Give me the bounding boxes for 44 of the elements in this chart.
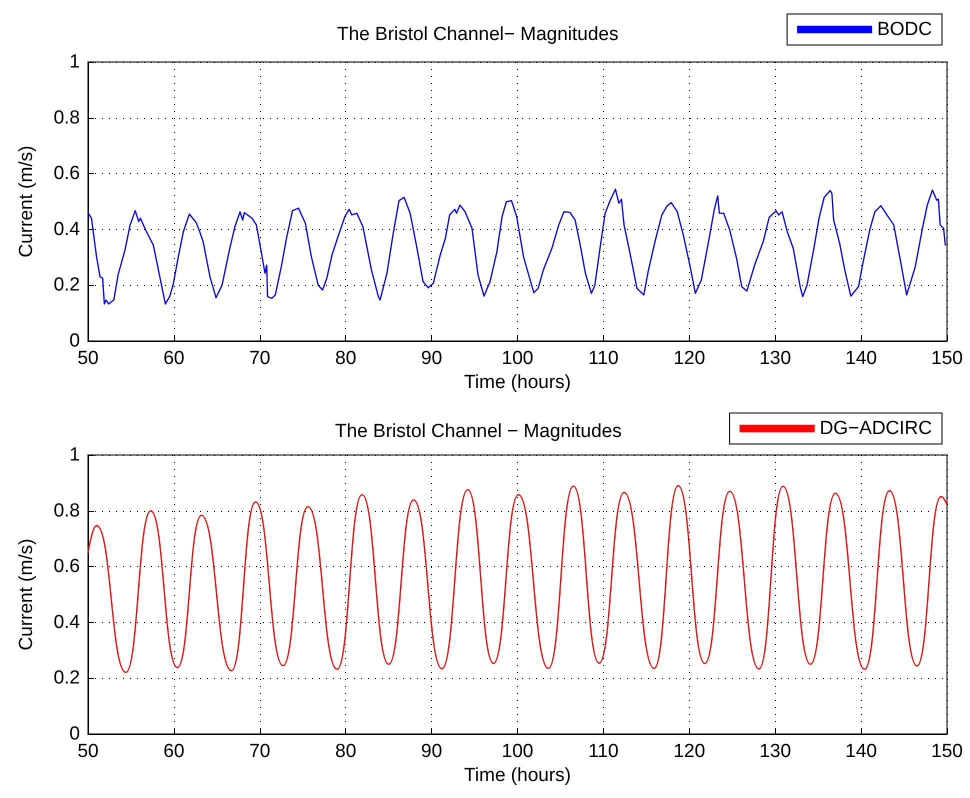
y-tick-label: 0.2 xyxy=(54,668,80,689)
y-tick-label: 1 xyxy=(69,444,80,466)
y-tick-label: 0 xyxy=(69,724,80,744)
x-tick-label: 60 xyxy=(163,348,184,369)
x-tick-label: 150 xyxy=(931,348,963,369)
line-series xyxy=(87,188,946,305)
x-tick-label: 110 xyxy=(588,741,619,762)
chart-title: The Bristol Channel − Magnitudes xyxy=(335,421,622,442)
line-series xyxy=(87,485,948,673)
x-tick-label: 80 xyxy=(335,741,356,762)
x-axis-title: Time (hours) xyxy=(464,764,571,786)
x-tick-label: 50 xyxy=(77,741,99,762)
legend-label: DG−ADCIRC xyxy=(820,418,932,439)
x-tick-label: 130 xyxy=(759,348,792,369)
x-tick-label: 150 xyxy=(931,741,963,762)
y-tick-label: 0 xyxy=(69,330,80,352)
y-tick-label: 0.4 xyxy=(54,612,80,633)
y-tick-label: 0.8 xyxy=(54,107,80,128)
x-tick-label: 50 xyxy=(77,348,99,369)
legend-label: BODC xyxy=(877,19,932,40)
y-tick-label: 0.6 xyxy=(54,556,80,578)
x-tick-label: 140 xyxy=(845,348,877,369)
y-axis-title: Current (m/s) xyxy=(16,146,37,258)
x-tick-label: 80 xyxy=(335,348,356,369)
x-tick-label: 110 xyxy=(588,348,619,369)
y-tick-label: 0.4 xyxy=(54,218,80,240)
x-axis-title: Time (hours) xyxy=(464,372,571,393)
y-tick-label: 0.2 xyxy=(54,274,80,296)
x-tick-label: 140 xyxy=(845,741,877,762)
x-tick-label: 100 xyxy=(502,741,534,762)
y-tick-label: 1 xyxy=(69,52,80,72)
x-tick-label: 90 xyxy=(421,348,442,369)
chart-title: The Bristol Channel− Magnitudes xyxy=(337,24,618,45)
x-tick-label: 70 xyxy=(249,741,270,762)
x-tick-label: 130 xyxy=(759,741,792,762)
x-tick-label: 120 xyxy=(673,741,706,762)
x-tick-label: 120 xyxy=(673,348,706,369)
y-axis-title: Current (m/s) xyxy=(16,538,37,650)
y-tick-label: 0.6 xyxy=(54,163,80,184)
x-tick-label: 90 xyxy=(421,741,442,762)
y-tick-label: 0.8 xyxy=(54,500,80,522)
x-tick-label: 100 xyxy=(502,348,534,369)
x-tick-label: 70 xyxy=(249,348,270,369)
x-tick-label: 60 xyxy=(163,741,184,762)
